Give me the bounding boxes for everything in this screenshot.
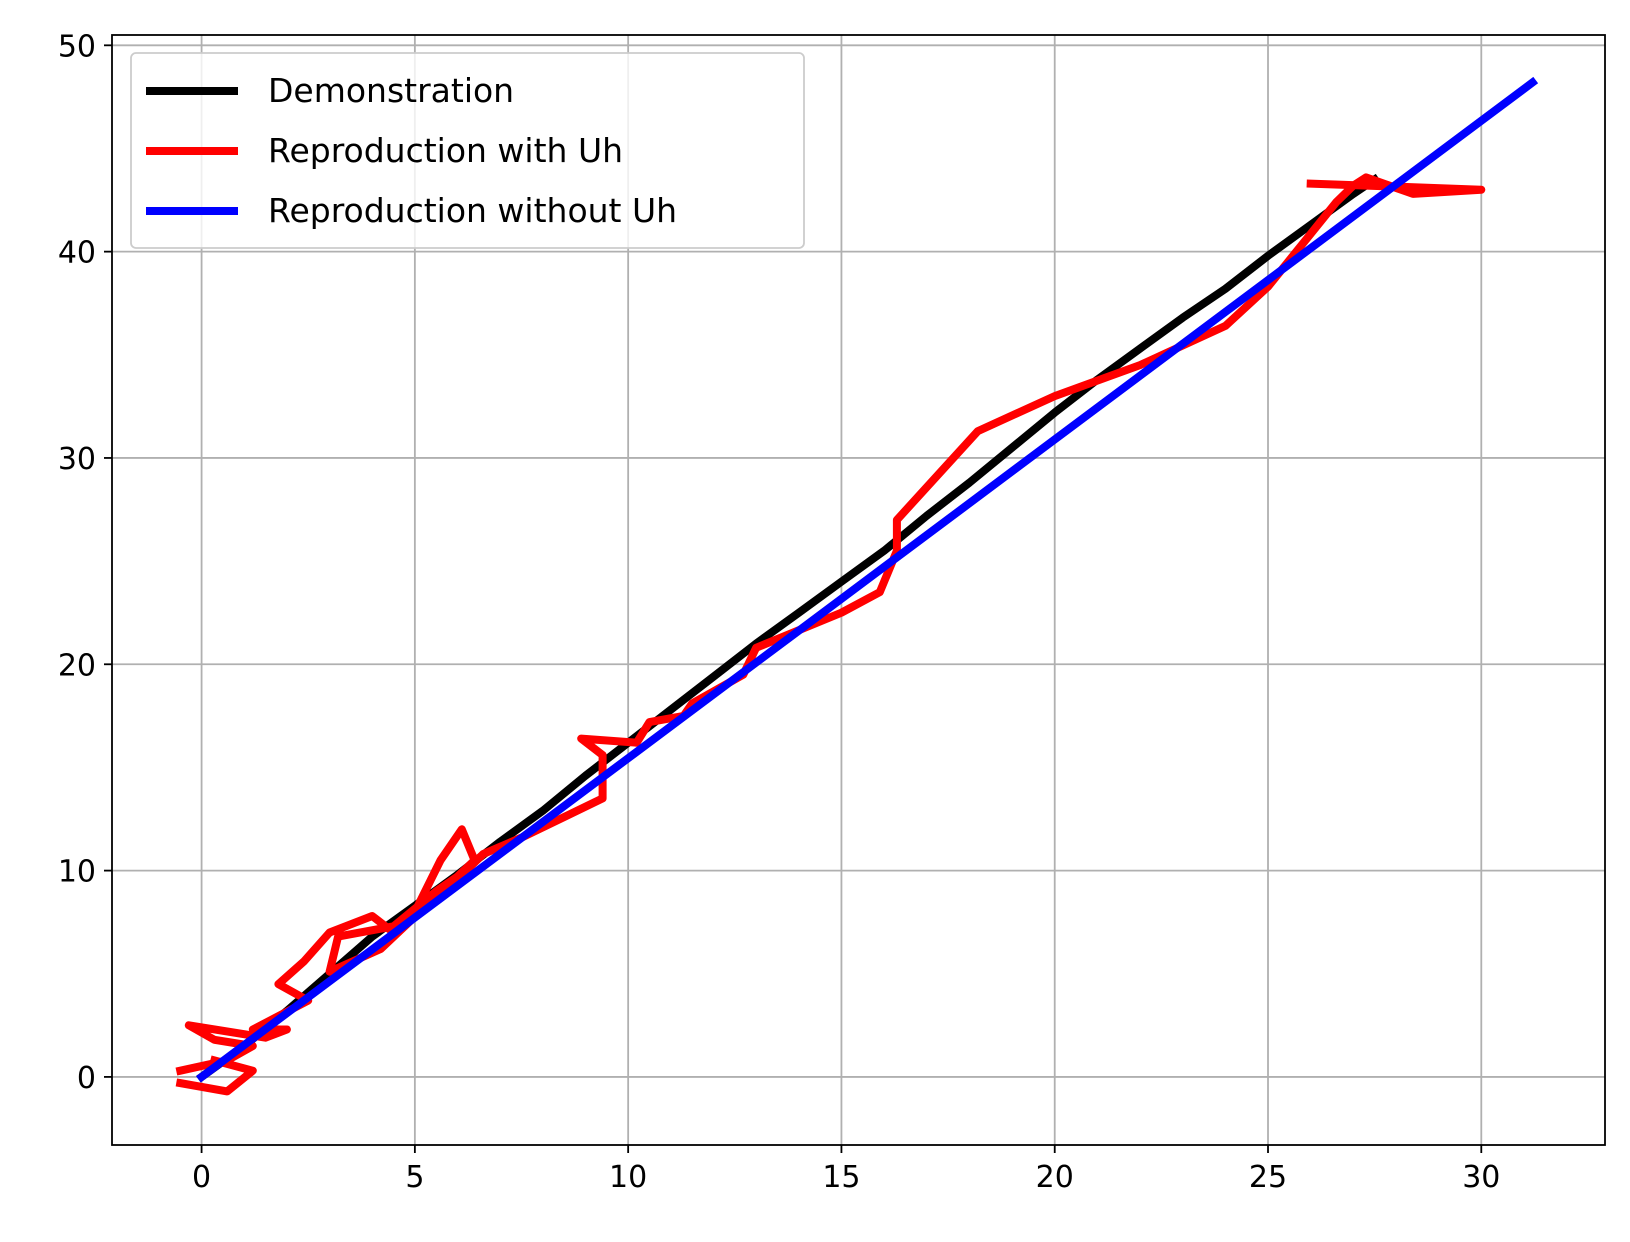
x-tick-label: 20 <box>1036 1160 1074 1195</box>
series-layer <box>175 76 1539 1096</box>
series-line-reproduction-with-uh <box>175 1055 257 1096</box>
axis-ticks: 0 5 10 15 20 25 30 0 10 20 30 40 50 <box>58 29 1501 1195</box>
x-tick-label: 5 <box>405 1160 424 1195</box>
legend-label-demonstration: Demonstration <box>268 71 514 110</box>
x-tick-label: 0 <box>192 1160 211 1195</box>
y-tick-label: 40 <box>58 236 96 271</box>
y-tick-label: 0 <box>77 1061 96 1096</box>
legend: Demonstration Reproduction with Uh Reprodu… <box>130 52 805 249</box>
series-line-reproduction-without-uh <box>196 76 1539 1083</box>
x-tick-label: 15 <box>822 1160 860 1195</box>
x-tick-label: 30 <box>1462 1160 1500 1195</box>
legend-label-reproduction-with-uh: Reproduction with Uh <box>268 131 623 170</box>
y-tick-label: 50 <box>58 29 96 64</box>
x-tick-label: 25 <box>1249 1160 1287 1195</box>
legend-label-reproduction-without-uh: Reproduction without Uh <box>268 191 677 230</box>
legend-box <box>130 52 805 249</box>
x-tick-label: 10 <box>609 1160 647 1195</box>
y-tick-label: 30 <box>58 442 96 477</box>
y-tick-label: 20 <box>58 648 96 683</box>
plot-frame <box>111 34 1606 1146</box>
y-tick-label: 10 <box>58 855 96 890</box>
